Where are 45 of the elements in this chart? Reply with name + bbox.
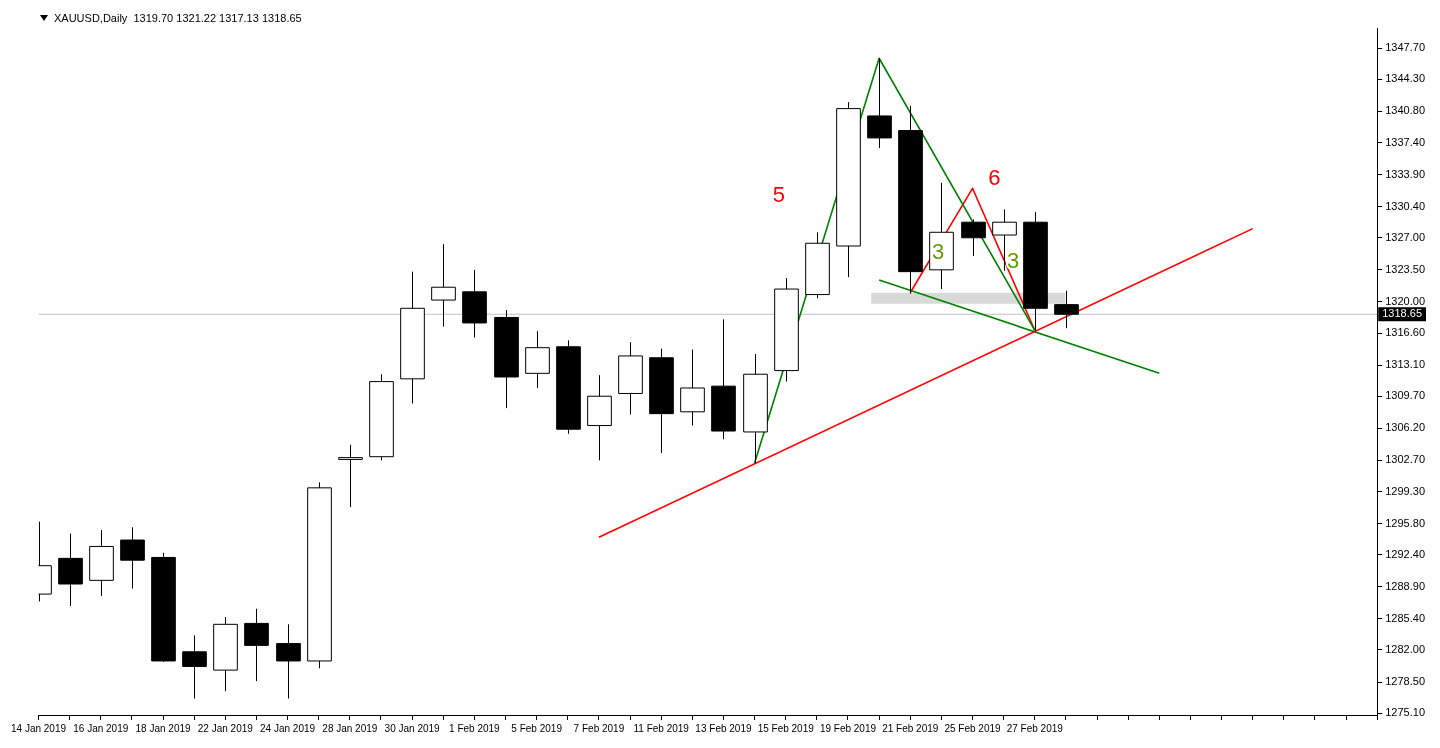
annotation: 3: [932, 238, 945, 264]
y-tick-label: 1288.90: [1385, 579, 1425, 592]
x-tick-label: 13 Feb 2019: [695, 722, 752, 734]
x-tick-label: 11 Feb 2019: [633, 722, 690, 734]
y-tick-label: 1327.00: [1385, 230, 1425, 243]
y-tick-label: 1285.40: [1385, 611, 1425, 624]
x-tick-label: 5 Feb 2019: [511, 722, 563, 734]
annotation: 5: [772, 181, 785, 207]
x-tick-label: 28 Jan 2019: [322, 722, 378, 734]
annotation: 6: [988, 164, 1001, 190]
annotation: 3: [1006, 248, 1020, 274]
x-tick-label: 22 Jan 2019: [197, 722, 254, 734]
x-tick-label: 16 Jan 2019: [73, 722, 129, 734]
x-tick-label: 24 Jan 2019: [260, 722, 316, 734]
x-tick-label: 30 Jan 2019: [384, 722, 441, 734]
y-tick-label: 1330.40: [1385, 199, 1425, 212]
y-tick-label: 1282.00: [1385, 643, 1425, 655]
x-tick-label: 14 Jan 2019: [10, 722, 67, 734]
y-tick-label: 1309.70: [1385, 389, 1425, 402]
x-tick-label: 19 Feb 2019: [819, 722, 877, 734]
y-tick-label: 1299.30: [1385, 484, 1425, 497]
x-tick-label: 18 Jan 2019: [135, 722, 192, 734]
y-tick-label: 1316.60: [1385, 326, 1425, 339]
y-tick-label: 1337.40: [1385, 135, 1425, 148]
chart-title: XAUUSD,Daily 1319.70 1321.22 1317.13 1318.65: [54, 12, 302, 24]
x-tick-label: 21 Feb 2019: [882, 722, 939, 734]
y-tick-label: 1347.70: [1385, 41, 1425, 54]
ref-line-label: 1318.65: [1382, 307, 1422, 320]
x-tick-label: 25 Feb 2019: [944, 722, 1002, 734]
y-tick-label: 1320.00: [1385, 294, 1425, 307]
y-tick-label: 1295.80: [1385, 516, 1425, 529]
y-tick-label: 1278.50: [1385, 675, 1425, 688]
y-tick-label: 1333.90: [1385, 167, 1425, 180]
x-tick-label: 15 Feb 2019: [757, 722, 815, 734]
y-tick-label: 1302.70: [1385, 453, 1425, 466]
x-tick-label: 7 Feb 2019: [573, 722, 625, 734]
y-tick-label: 1292.40: [1385, 547, 1425, 560]
x-tick-label: 1 Feb 2019: [449, 722, 501, 734]
y-tick-label: 1306.20: [1385, 421, 1425, 434]
y-tick-label: 1344.30: [1385, 72, 1425, 85]
y-tick-label: 1313.10: [1385, 358, 1425, 371]
x-tick-label: 27 Feb 2019: [1006, 722, 1064, 734]
y-tick-label: 1323.50: [1385, 262, 1425, 275]
y-tick-label: 1340.80: [1385, 104, 1425, 117]
y-tick-label: 1275.10: [1385, 706, 1425, 719]
